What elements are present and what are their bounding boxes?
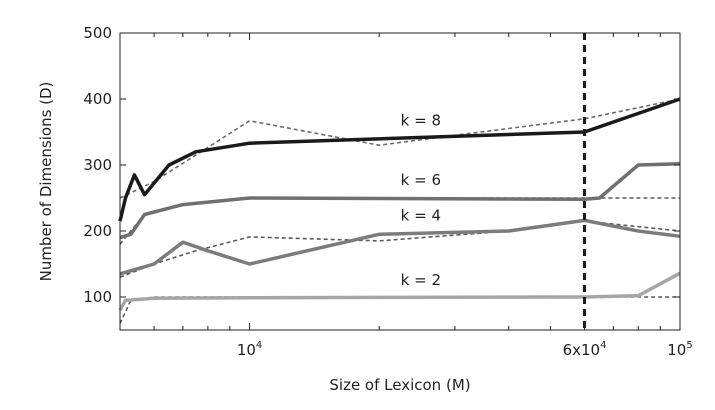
x-tick-label: 6x104 xyxy=(563,340,607,359)
x-tick-label-base: 10 xyxy=(237,341,256,359)
y-tick-label: 100 xyxy=(83,288,112,306)
x-tick-label-base: 10 xyxy=(667,341,686,359)
y-tick-label: 200 xyxy=(83,222,112,240)
y-tick-label: 300 xyxy=(83,156,112,174)
x-tick-label-exponent: 4 xyxy=(600,340,606,351)
y-axis-title: Number of Dimensions (D) xyxy=(37,82,55,282)
y-tick-label: 500 xyxy=(83,24,112,42)
x-tick-label: 104 xyxy=(237,340,262,359)
series-label-k4: k = 4 xyxy=(401,206,441,224)
series-k4-solid-line xyxy=(119,218,681,276)
x-tick-label-exponent: 4 xyxy=(256,340,262,351)
x-axis-title: Size of Lexicon (M) xyxy=(329,376,470,394)
series-k2-dashed-line xyxy=(119,296,680,324)
series-k4-dashed-line xyxy=(119,220,681,278)
series-k2-solid-line xyxy=(118,271,681,312)
series-layer xyxy=(118,33,681,330)
series-label-k2: k = 2 xyxy=(401,271,441,289)
series-label-k8: k = 8 xyxy=(401,111,441,129)
x-tick-label: 105 xyxy=(667,340,692,359)
plot-frame xyxy=(119,32,681,331)
series-k8-solid-line xyxy=(118,97,681,222)
x-tick-label-base: 6x10 xyxy=(563,341,601,359)
x-tick-label-exponent: 5 xyxy=(686,340,692,351)
series-k6-solid-line xyxy=(119,161,681,240)
series-label-layer: k = 8 k = 6 k = 4 k = 2 xyxy=(401,111,441,289)
y-tick-label: 400 xyxy=(83,90,112,108)
series-label-k6: k = 6 xyxy=(401,171,441,189)
